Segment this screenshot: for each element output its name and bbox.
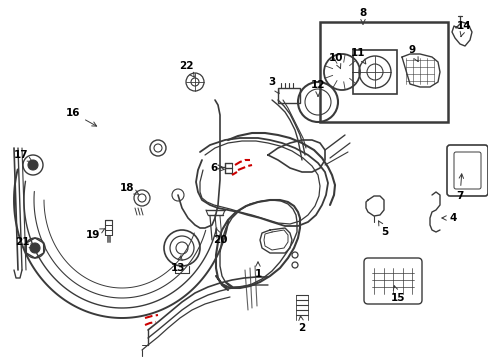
Text: 14: 14 <box>456 21 470 37</box>
Text: 11: 11 <box>350 48 365 64</box>
Circle shape <box>28 160 38 170</box>
Text: 7: 7 <box>455 174 463 201</box>
Bar <box>278 88 299 103</box>
Text: 6: 6 <box>210 163 224 173</box>
Text: 17: 17 <box>14 150 32 161</box>
Text: 9: 9 <box>407 45 417 62</box>
Text: 8: 8 <box>359 8 366 24</box>
Text: 12: 12 <box>310 80 325 96</box>
Text: 21: 21 <box>15 237 35 248</box>
Text: 15: 15 <box>390 286 405 303</box>
Text: 22: 22 <box>179 61 194 77</box>
Text: 16: 16 <box>65 108 97 126</box>
Text: 1: 1 <box>254 262 261 279</box>
Text: 20: 20 <box>212 229 227 245</box>
Text: 4: 4 <box>441 213 456 223</box>
Text: 18: 18 <box>120 183 139 195</box>
Text: 2: 2 <box>298 316 305 333</box>
Text: 5: 5 <box>378 221 388 237</box>
Text: 3: 3 <box>268 77 279 94</box>
Bar <box>319 22 447 122</box>
Text: 10: 10 <box>328 53 343 69</box>
Text: 13: 13 <box>170 256 185 273</box>
Text: 19: 19 <box>85 228 105 240</box>
Bar <box>352 50 396 94</box>
Circle shape <box>30 243 40 253</box>
